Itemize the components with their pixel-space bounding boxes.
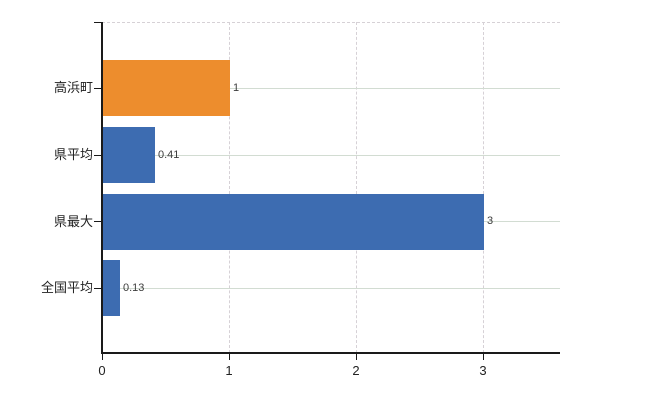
category-label-1: 県平均 xyxy=(53,147,93,162)
vertical-gridline-1 xyxy=(229,22,230,353)
value-label-2: 3 xyxy=(487,215,494,227)
y-axis xyxy=(101,22,103,354)
vertical-gridline-2 xyxy=(356,22,357,353)
plot-top-gridline xyxy=(102,22,560,23)
x-axis-tick-3 xyxy=(483,354,484,360)
category-gridline-1 xyxy=(102,154,560,156)
value-label-1: 0.41 xyxy=(158,148,180,161)
x-axis xyxy=(101,352,560,354)
bar-3 xyxy=(103,260,120,316)
y-axis-top-tick xyxy=(94,21,101,23)
x-tick-label-3: 3 xyxy=(479,363,487,378)
x-tick-label-2: 2 xyxy=(352,363,360,378)
value-label-0: 1 xyxy=(233,81,240,94)
x-axis-tick-1 xyxy=(229,354,230,360)
y-axis-tick-3 xyxy=(94,287,101,289)
y-axis-tick-0 xyxy=(94,87,101,89)
bar-2 xyxy=(103,193,484,250)
y-axis-tick-2 xyxy=(94,221,101,222)
vertical-gridline-3 xyxy=(483,22,484,353)
category-gridline-0 xyxy=(102,87,560,89)
x-axis-tick-0 xyxy=(102,354,103,360)
bar-1 xyxy=(103,127,155,183)
y-axis-tick-1 xyxy=(94,154,101,156)
category-label-3: 全国平均 xyxy=(40,280,93,295)
x-tick-label-1: 1 xyxy=(225,363,233,378)
category-gridline-3 xyxy=(102,287,560,289)
x-axis-tick-2 xyxy=(356,354,357,360)
bar-0 xyxy=(103,60,230,116)
category-label-0: 高浜町 xyxy=(53,80,93,95)
category-label-2: 県最大 xyxy=(53,213,93,229)
value-label-3: 0.13 xyxy=(123,281,145,294)
x-tick-label-0: 0 xyxy=(98,363,106,378)
